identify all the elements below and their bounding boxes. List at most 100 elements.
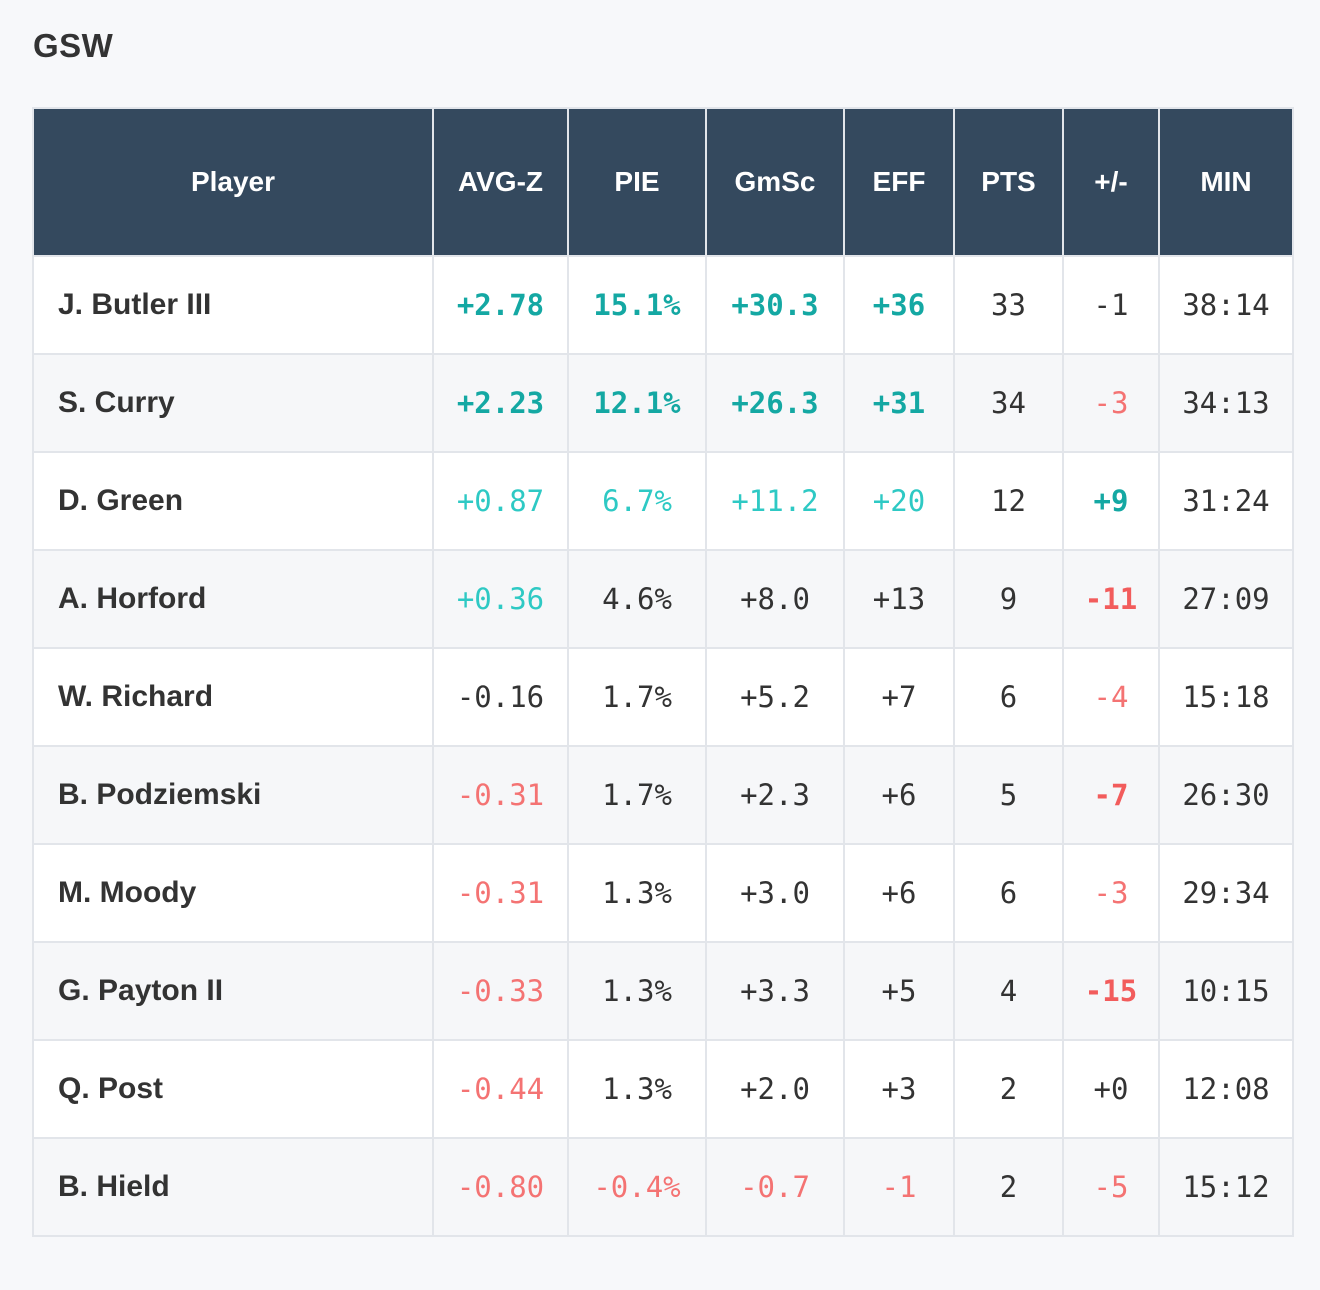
player-name: B. Podziemski (32, 745, 434, 845)
eff-cell: +13 (843, 549, 955, 649)
eff-cell: -1 (843, 1137, 955, 1237)
table-row: Q. Post -0.44 1.3% +2.0 +3 2 +0 12:08 (32, 1039, 1294, 1139)
pie-cell: 1.3% (567, 941, 707, 1041)
min-cell: 12:08 (1158, 1039, 1294, 1139)
table-row: D. Green +0.87 6.7% +11.2 +20 12 +9 31:2… (32, 451, 1294, 551)
gmsc-cell: +2.0 (705, 1039, 845, 1139)
player-name: G. Payton II (32, 941, 434, 1041)
pts-cell: 2 (953, 1137, 1064, 1237)
pie-cell: 6.7% (567, 451, 707, 551)
min-cell: 29:34 (1158, 843, 1294, 943)
header-plus-minus[interactable]: +/- (1062, 107, 1160, 257)
pie-cell: 1.3% (567, 843, 707, 943)
gmsc-cell: +30.3 (705, 255, 845, 355)
min-cell: 10:15 (1158, 941, 1294, 1041)
pts-cell: 9 (953, 549, 1064, 649)
table-row: B. Hield -0.80 -0.4% -0.7 -1 2 -5 15:12 (32, 1137, 1294, 1237)
min-cell: 15:18 (1158, 647, 1294, 747)
min-cell: 31:24 (1158, 451, 1294, 551)
player-name: A. Horford (32, 549, 434, 649)
player-name: S. Curry (32, 353, 434, 453)
gmsc-cell: +5.2 (705, 647, 845, 747)
avg-z-cell: +0.36 (432, 549, 569, 649)
plus-minus-cell: -11 (1062, 549, 1160, 649)
eff-cell: +20 (843, 451, 955, 551)
pie-cell: 15.1% (567, 255, 707, 355)
gmsc-cell: +8.0 (705, 549, 845, 649)
plus-minus-cell: -7 (1062, 745, 1160, 845)
pts-cell: 4 (953, 941, 1064, 1041)
eff-cell: +36 (843, 255, 955, 355)
min-cell: 34:13 (1158, 353, 1294, 453)
pie-cell: 12.1% (567, 353, 707, 453)
min-cell: 26:30 (1158, 745, 1294, 845)
gmsc-cell: +3.3 (705, 941, 845, 1041)
avg-z-cell: -0.80 (432, 1137, 569, 1237)
player-name: Q. Post (32, 1039, 434, 1139)
pie-cell: 4.6% (567, 549, 707, 649)
gmsc-cell: +11.2 (705, 451, 845, 551)
gmsc-cell: +3.0 (705, 843, 845, 943)
min-cell: 38:14 (1158, 255, 1294, 355)
avg-z-cell: +0.87 (432, 451, 569, 551)
player-name: W. Richard (32, 647, 434, 747)
player-stats-table-container: Player AVG-Z PIE GmSc EFF PTS +/- MIN J.… (32, 107, 1294, 1237)
table-row: S. Curry +2.23 12.1% +26.3 +31 34 -3 34:… (32, 353, 1294, 453)
pts-cell: 6 (953, 647, 1064, 747)
plus-minus-cell: +0 (1062, 1039, 1160, 1139)
header-min[interactable]: MIN (1158, 107, 1294, 257)
eff-cell: +5 (843, 941, 955, 1041)
plus-minus-cell: -15 (1062, 941, 1160, 1041)
header-pts[interactable]: PTS (953, 107, 1064, 257)
gmsc-cell: +26.3 (705, 353, 845, 453)
team-title: GSW (33, 27, 114, 64)
avg-z-cell: +2.23 (432, 353, 569, 453)
eff-cell: +3 (843, 1039, 955, 1139)
pts-cell: 34 (953, 353, 1064, 453)
table-row: B. Podziemski -0.31 1.7% +2.3 +6 5 -7 26… (32, 745, 1294, 845)
player-name: J. Butler III (32, 255, 434, 355)
table-header-row: Player AVG-Z PIE GmSc EFF PTS +/- MIN (32, 107, 1294, 257)
plus-minus-cell: -1 (1062, 255, 1160, 355)
table-row: W. Richard -0.16 1.7% +5.2 +7 6 -4 15:18 (32, 647, 1294, 747)
header-pie[interactable]: PIE (567, 107, 707, 257)
avg-z-cell: -0.44 (432, 1039, 569, 1139)
eff-cell: +6 (843, 843, 955, 943)
eff-cell: +6 (843, 745, 955, 845)
avg-z-cell: -0.16 (432, 647, 569, 747)
pie-cell: -0.4% (567, 1137, 707, 1237)
header-gmsc[interactable]: GmSc (705, 107, 845, 257)
header-player[interactable]: Player (32, 107, 434, 257)
pts-cell: 33 (953, 255, 1064, 355)
plus-minus-cell: +9 (1062, 451, 1160, 551)
gmsc-cell: -0.7 (705, 1137, 845, 1237)
table-row: M. Moody -0.31 1.3% +3.0 +6 6 -3 29:34 (32, 843, 1294, 943)
table-row: A. Horford +0.36 4.6% +8.0 +13 9 -11 27:… (32, 549, 1294, 649)
header-avg-z[interactable]: AVG-Z (432, 107, 569, 257)
plus-minus-cell: -3 (1062, 843, 1160, 943)
avg-z-cell: -0.31 (432, 745, 569, 845)
plus-minus-cell: -3 (1062, 353, 1160, 453)
plus-minus-cell: -4 (1062, 647, 1160, 747)
pie-cell: 1.7% (567, 647, 707, 747)
pts-cell: 5 (953, 745, 1064, 845)
eff-cell: +31 (843, 353, 955, 453)
avg-z-cell: -0.33 (432, 941, 569, 1041)
pie-cell: 1.3% (567, 1039, 707, 1139)
min-cell: 15:12 (1158, 1137, 1294, 1237)
player-stats-table: Player AVG-Z PIE GmSc EFF PTS +/- MIN J.… (32, 107, 1294, 1237)
pts-cell: 12 (953, 451, 1064, 551)
eff-cell: +7 (843, 647, 955, 747)
avg-z-cell: -0.31 (432, 843, 569, 943)
table-row: G. Payton II -0.33 1.3% +3.3 +5 4 -15 10… (32, 941, 1294, 1041)
header-eff[interactable]: EFF (843, 107, 955, 257)
player-name: B. Hield (32, 1137, 434, 1237)
plus-minus-cell: -5 (1062, 1137, 1160, 1237)
gmsc-cell: +2.3 (705, 745, 845, 845)
avg-z-cell: +2.78 (432, 255, 569, 355)
table-row: J. Butler III +2.78 15.1% +30.3 +36 33 -… (32, 255, 1294, 355)
pts-cell: 6 (953, 843, 1064, 943)
player-name: D. Green (32, 451, 434, 551)
pts-cell: 2 (953, 1039, 1064, 1139)
min-cell: 27:09 (1158, 549, 1294, 649)
